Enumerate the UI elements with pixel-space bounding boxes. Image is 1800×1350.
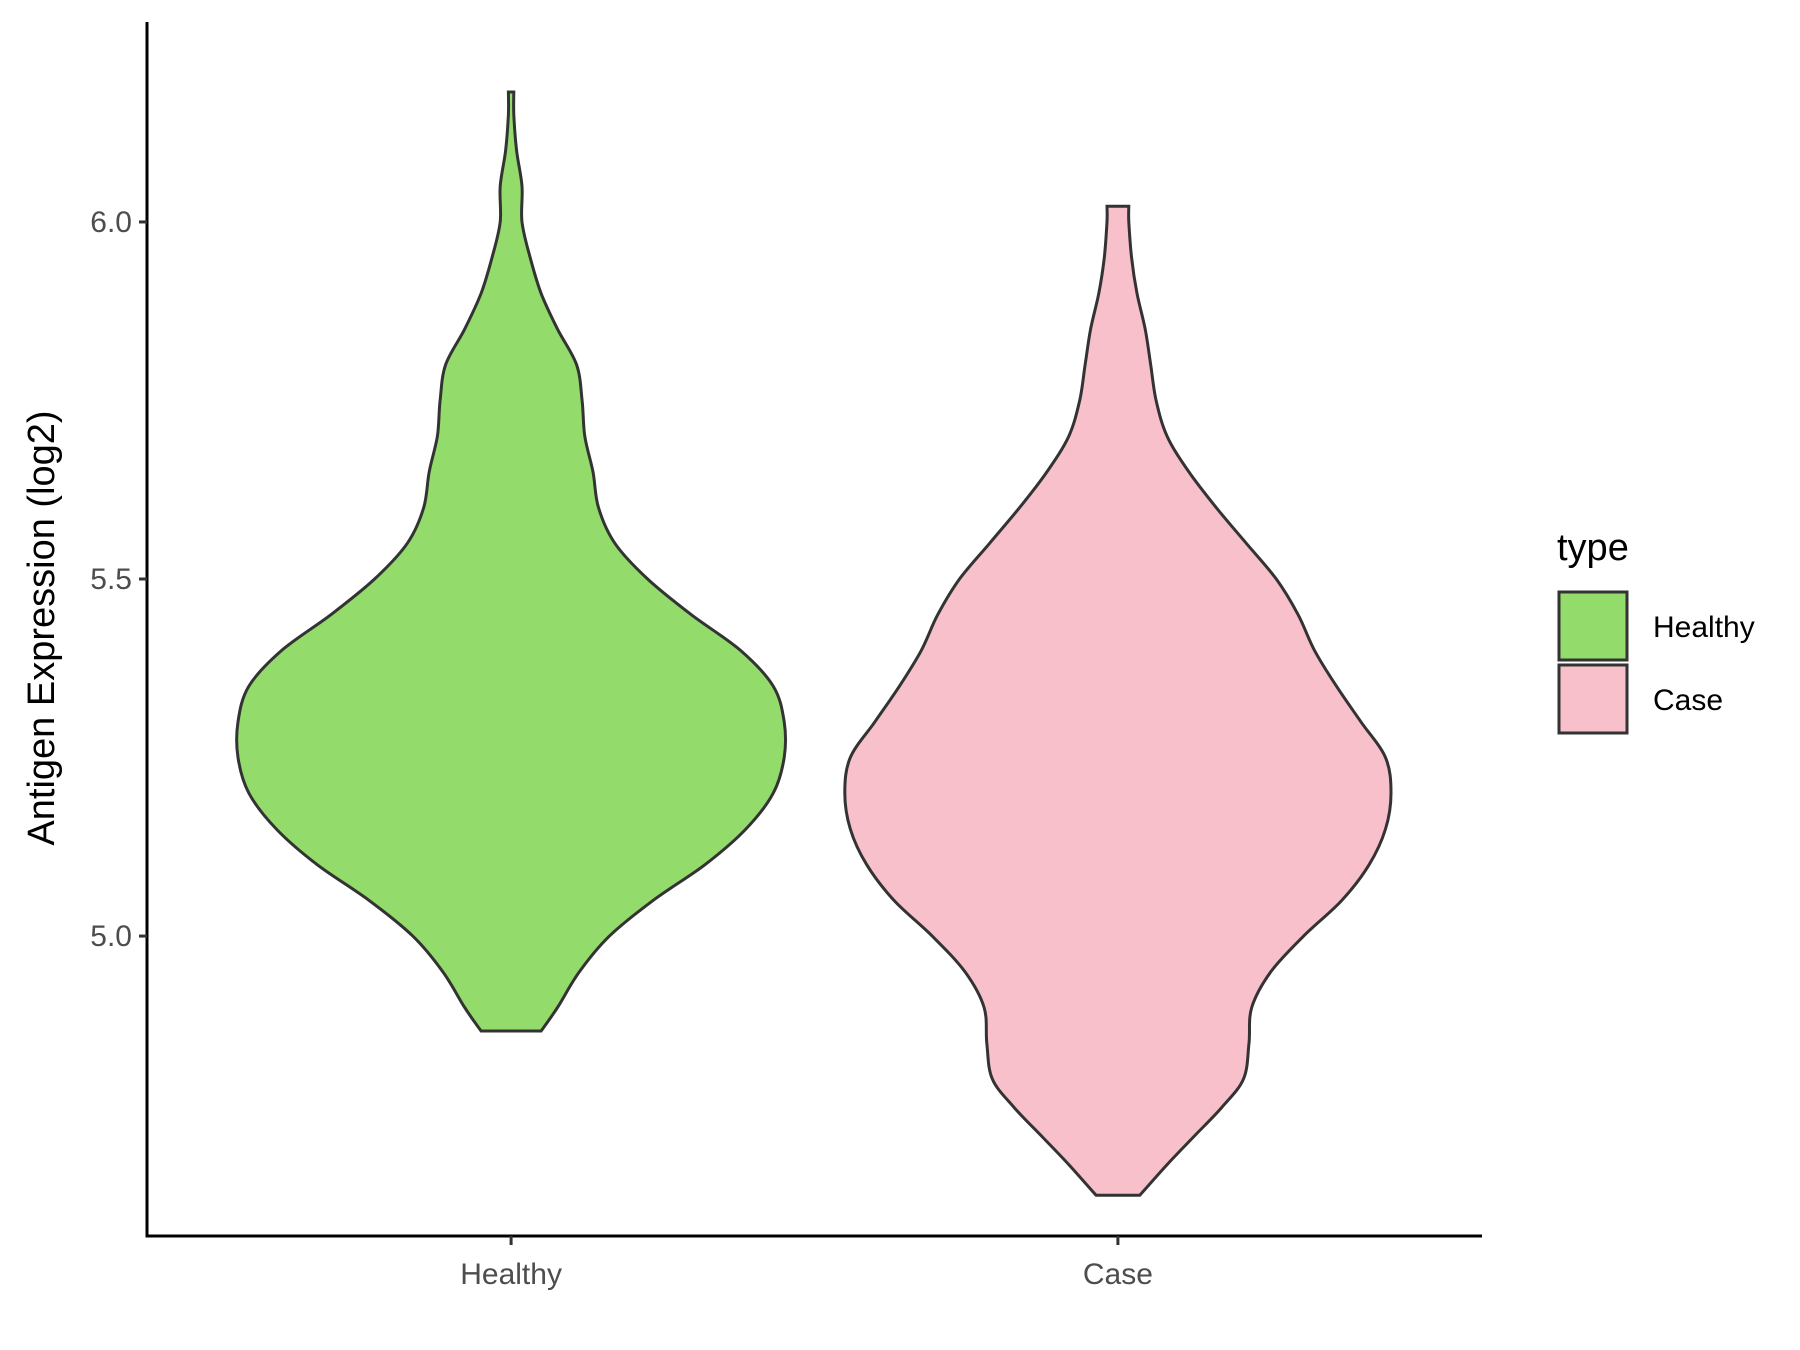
y-axis-ticks: 5.0 5.5 6.0 — [90, 206, 147, 953]
violin-layer — [235, 90, 1393, 1197]
legend-swatch-case — [1557, 663, 1629, 735]
y-axis-title: Antigen Expression (log2) — [21, 410, 63, 845]
legend: type Healthy Case — [1557, 527, 1755, 735]
legend-title: type — [1557, 527, 1629, 569]
legend-label: Case — [1653, 684, 1723, 717]
x-tick-label: Healthy — [460, 1258, 562, 1291]
y-tick-label: 6.0 — [90, 206, 132, 239]
x-axis-ticks: Healthy Case — [460, 1236, 1153, 1291]
y-tick-label: 5.0 — [90, 920, 132, 953]
y-tick-label: 5.5 — [90, 563, 132, 596]
violin-healthy — [235, 90, 788, 1033]
legend-swatch-healthy — [1557, 590, 1629, 662]
violin-case — [843, 204, 1393, 1197]
x-tick-label: Case — [1083, 1258, 1153, 1291]
legend-label: Healthy — [1653, 611, 1755, 644]
